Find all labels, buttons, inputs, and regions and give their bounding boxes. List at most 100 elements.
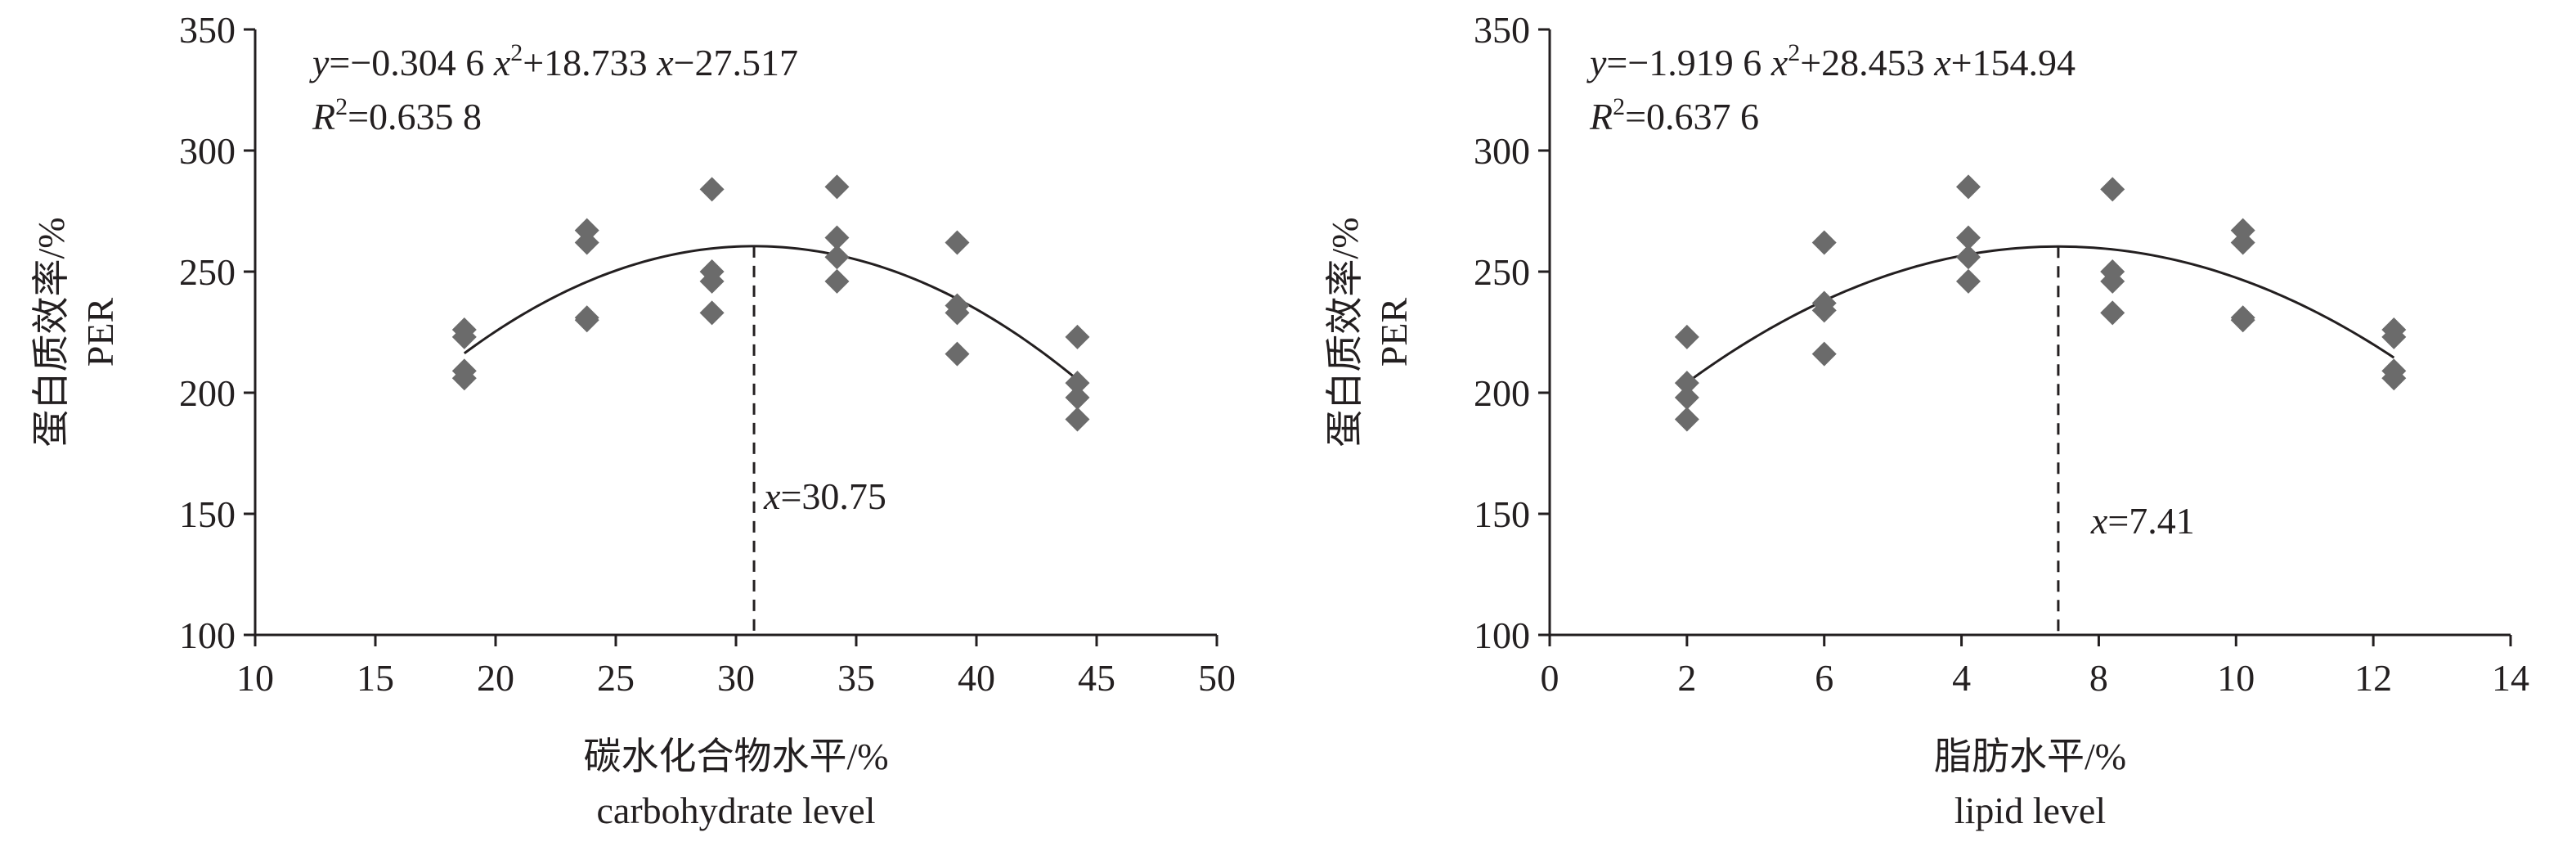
data-point [1955,268,1981,294]
x-tick-label: 40 [958,657,995,699]
eq-coef-a: =−0.304 6 [329,42,493,83]
data-point [1955,225,1981,250]
y-tick-label: 150 [1474,493,1530,535]
eq-x: x [656,42,674,83]
x-axis-title: 脂肪水平/% [1934,736,2126,777]
data-point [824,245,850,270]
x-tick-label: 6 [1815,657,1833,699]
data-point [1065,371,1090,396]
data-point [574,230,599,255]
r-squared: R2=0.635 8 [312,93,482,137]
data-point [2230,230,2255,255]
x-tick-label: 0 [1541,657,1560,699]
optimum-value: =7.41 [2107,500,2194,542]
x-tick-label: 10 [236,657,274,699]
data-point [451,366,477,391]
data-point [1955,174,1981,200]
x-tick-label: 8 [2089,657,2108,699]
data-point [2381,324,2407,349]
y-tick-label: 300 [179,130,236,172]
data-point [2100,268,2125,294]
fit-curve [463,245,1081,383]
data-point [824,268,850,294]
fit-equation: y=−1.919 6 x2+28.453 x+154.94 [1586,39,2076,83]
data-point [2230,308,2255,333]
y-axis-title: 蛋白质效率/% [30,217,72,447]
data-point [451,324,477,349]
x-tick-label: 4 [1952,657,1971,699]
optimum-var: x [763,475,781,517]
y-tick-label: 350 [1474,9,1530,51]
eq-coef-b: +18.733 [523,42,657,83]
y-axis-title: 蛋白质效率/% [1324,217,1366,447]
x-tick-label: 20 [477,657,514,699]
eq-superscript: 2 [510,39,523,66]
x-tick-label: 35 [837,657,875,699]
fit-equation: y=−0.304 6 x2+18.733 x−27.517 [309,39,798,83]
data-point [824,174,850,200]
r-superscript: 2 [1613,93,1625,120]
optimum-value: =30.75 [780,475,886,517]
y-tick-label: 250 [179,251,236,293]
y-axis-title-en: PER [1373,298,1415,367]
eq-x-squared: x [493,42,511,83]
y-tick-label: 200 [1474,372,1530,414]
eq-x-squared: x [1770,42,1788,83]
optimum-var: x [2090,500,2108,542]
x-tick-label: 14 [2492,657,2529,699]
r-superscript: 2 [335,93,348,120]
data-point [824,225,850,250]
eq-superscript: 2 [1788,39,1800,66]
data-point [1674,371,1699,396]
eq-coef-b: +28.453 [1800,42,1934,83]
eq-const: −27.517 [674,42,798,83]
data-point [699,177,725,202]
data-point [1065,385,1090,410]
y-tick-label: 350 [179,9,236,51]
r-symbol: R [1589,96,1613,137]
x-tick-label: 25 [597,657,635,699]
data-point [1811,298,1837,323]
r-squared: R2=0.637 6 [1589,93,1759,137]
x-tick-label: 12 [2354,657,2392,699]
x-axis-title-en: lipid level [1954,790,2106,831]
eq-const: +154.94 [1951,42,2076,83]
eq-x: x [1933,42,1951,83]
data-point [1065,407,1090,432]
data-point [1674,385,1699,410]
r-value: =0.635 8 [348,96,482,137]
fit-curve [1685,245,2395,384]
x-tick-label: 15 [357,657,394,699]
x-tick-label: 30 [717,657,755,699]
y-tick-label: 300 [1474,130,1530,172]
y-tick-label: 200 [179,372,236,414]
x-axis-title: 碳水化合物水平/% [583,736,888,777]
optimum-label: x=30.75 [763,475,886,517]
data-point [1674,324,1699,349]
data-point [2100,300,2125,326]
data-point [699,300,725,326]
r-symbol: R [312,96,335,137]
data-point [945,341,970,367]
y-axis-title-en: PER [79,298,121,367]
x-tick-label: 2 [1677,657,1696,699]
data-point [574,308,599,333]
y-tick-label: 100 [1474,614,1530,656]
y-tick-label: 250 [1474,251,1530,293]
x-axis-title-en: carbohydrate level [597,790,876,831]
y-tick-label: 150 [179,493,236,535]
data-point [2100,177,2125,202]
data-point [699,268,725,294]
data-point [1674,407,1699,432]
data-point [1811,230,1837,255]
data-point [1955,245,1981,270]
data-point [945,230,970,255]
x-tick-label: 45 [1078,657,1115,699]
x-tick-label: 10 [2217,657,2255,699]
eq-y: y [1586,42,1607,83]
r-value: =0.637 6 [1625,96,1759,137]
eq-coef-a: =−1.919 6 [1606,42,1770,83]
